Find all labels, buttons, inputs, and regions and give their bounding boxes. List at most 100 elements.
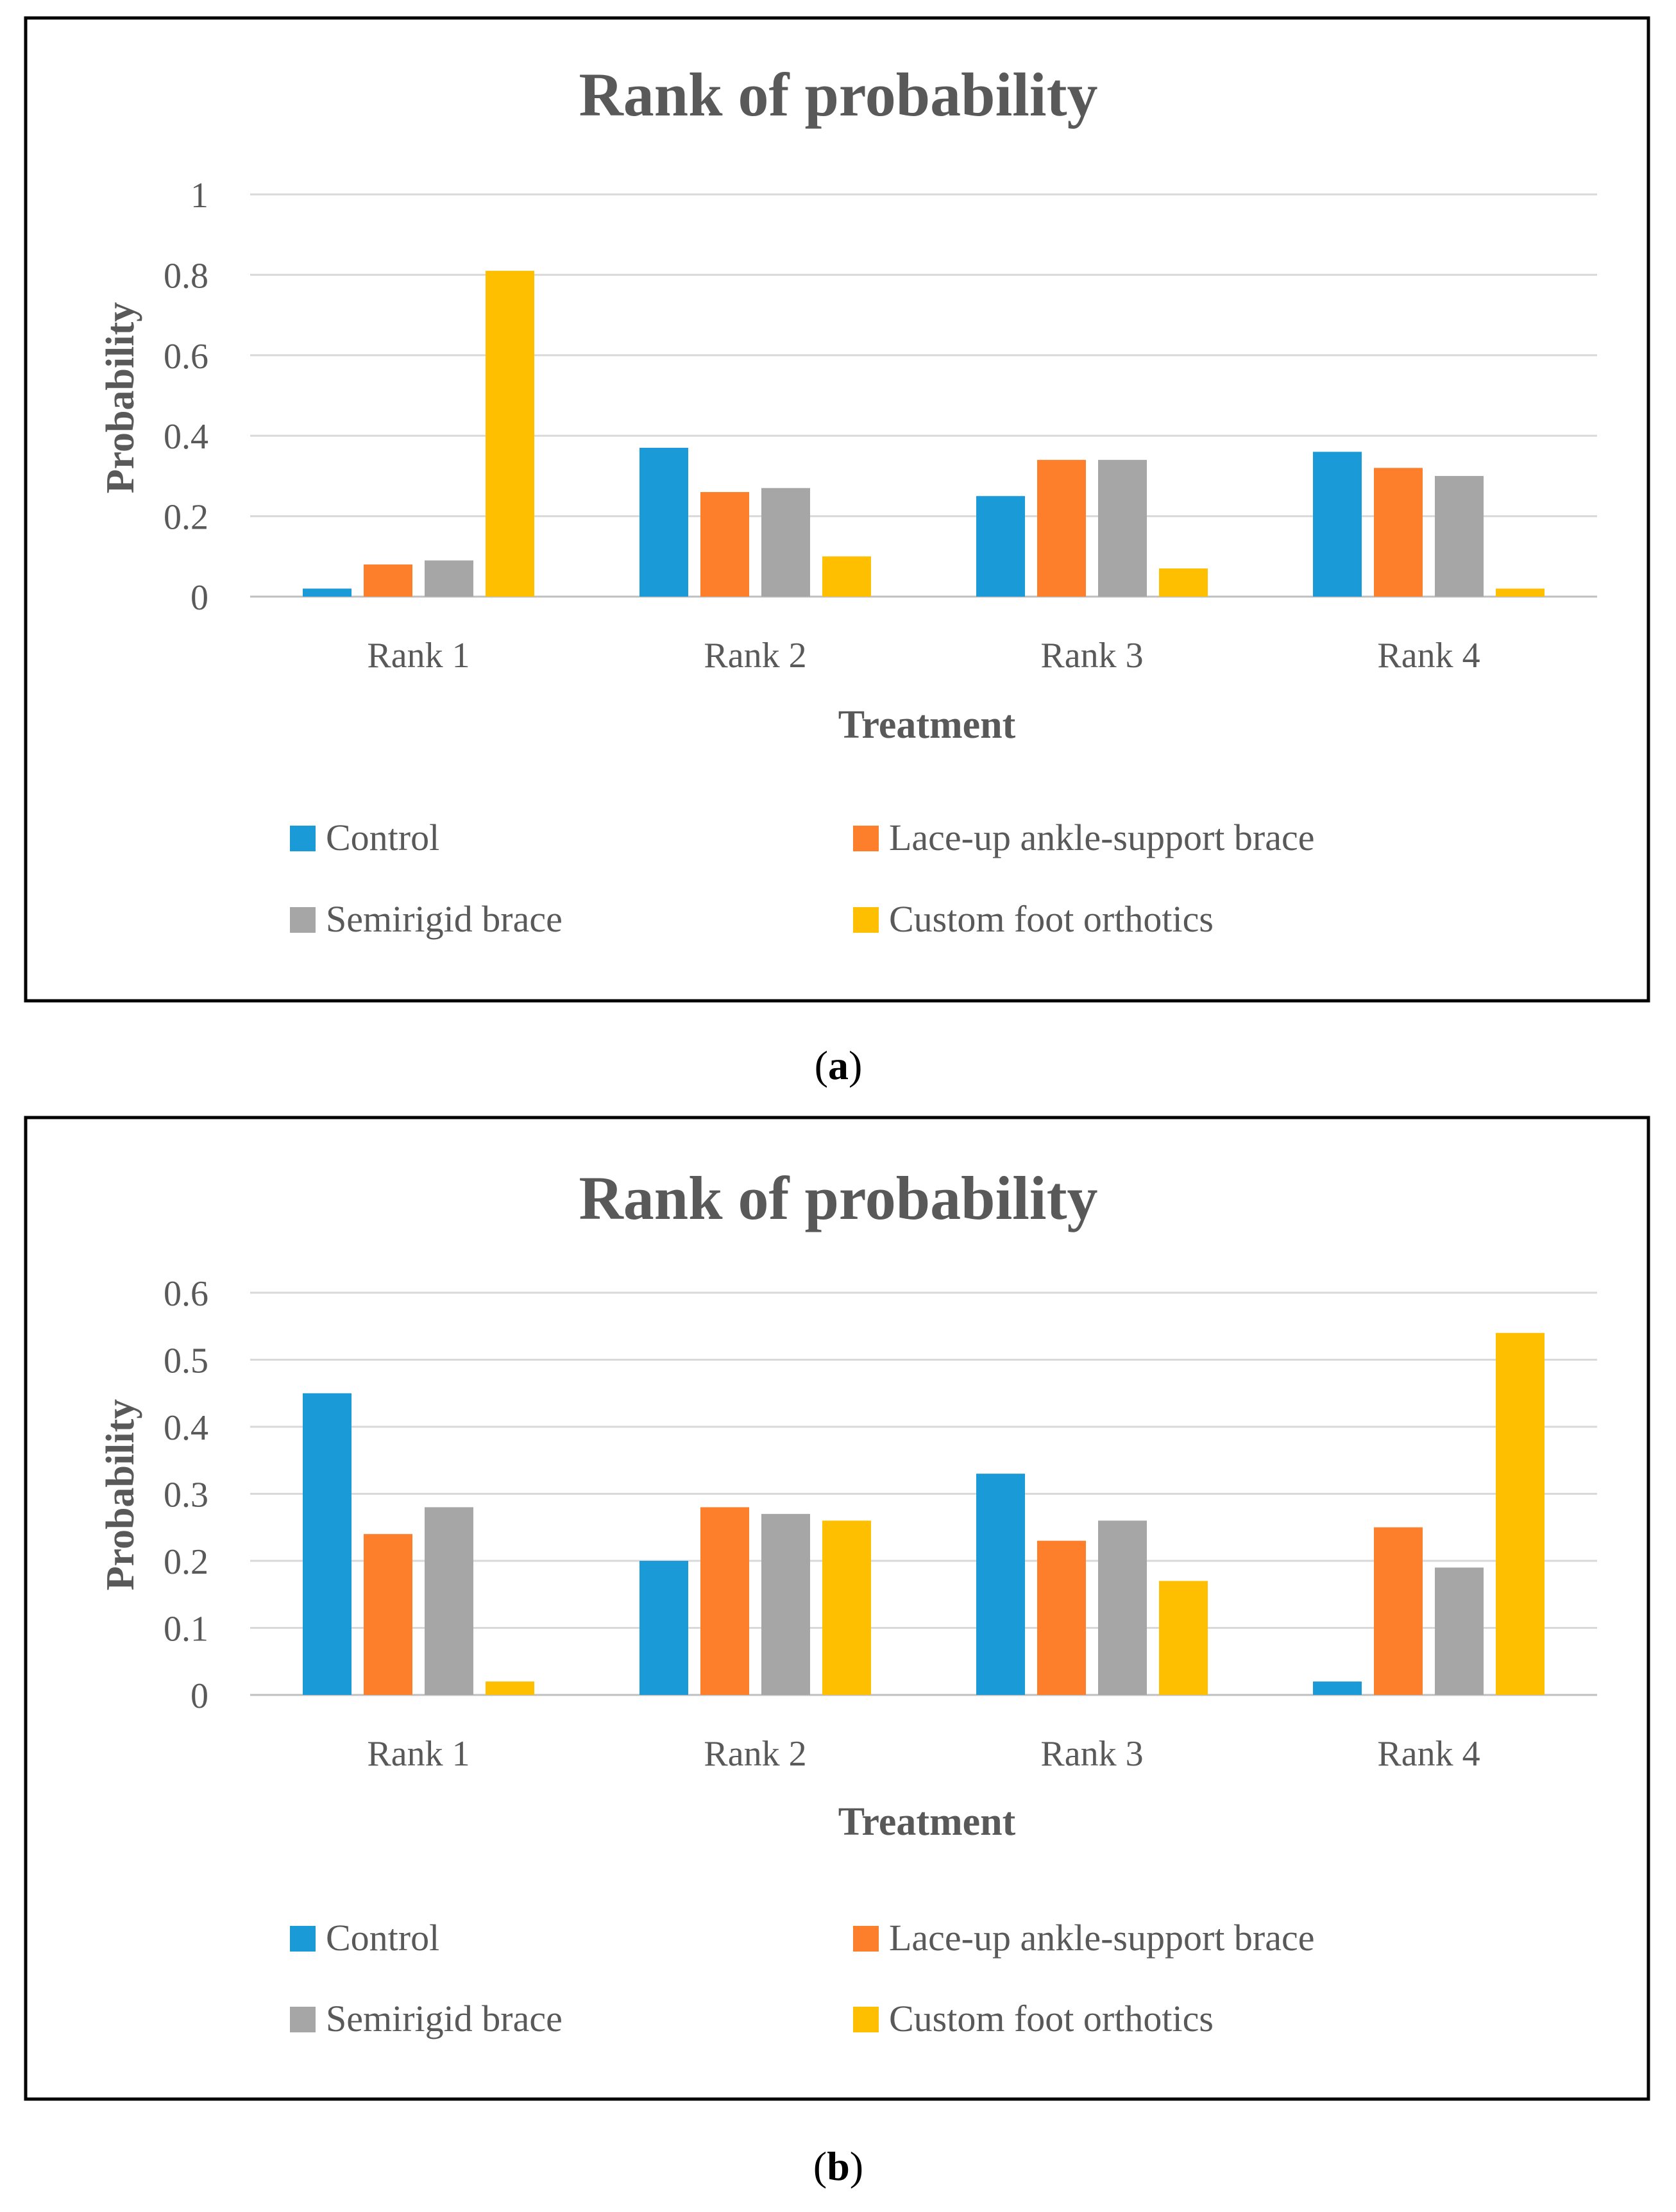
chart-a-bar-lace-up bbox=[700, 491, 749, 597]
chart-b-legend-swatch bbox=[853, 1926, 879, 1952]
chart-a-bar-custom bbox=[1496, 588, 1545, 597]
chart-a-legend: Control Lace-up ankle-support brace Semiri… bbox=[290, 817, 1314, 940]
chart-a-xticks: Rank 1 Rank 2 Rank 3 Rank 4 bbox=[367, 636, 1480, 676]
chart-a-bars bbox=[303, 271, 1545, 597]
chart-a-bar-semirigid bbox=[761, 488, 810, 597]
chart-a-bar-lace-up bbox=[1037, 459, 1086, 597]
chart-a-xtick-label: Rank 4 bbox=[1377, 636, 1480, 676]
chart-a-bar-lace-up bbox=[1374, 468, 1423, 597]
chart-a-ytick-label: 0 bbox=[190, 578, 208, 618]
chart-a-bar-control bbox=[639, 448, 688, 597]
chart-b-bar-semirigid bbox=[1098, 1520, 1147, 1695]
chart-b-xtick-label: Rank 1 bbox=[367, 1734, 470, 1774]
chart-a-title: Rank of probability bbox=[579, 60, 1097, 129]
chart-b-title: Rank of probability bbox=[579, 1164, 1097, 1232]
chart-b-bar-control bbox=[1313, 1681, 1362, 1695]
panel-a-label: a bbox=[828, 1042, 849, 1088]
chart-a-ytick-label: 0.8 bbox=[164, 256, 208, 296]
chart-b-legend-item: Lace-up ankle-support brace bbox=[853, 1917, 1314, 1959]
chart-a-xtick-label: Rank 1 bbox=[367, 636, 470, 676]
chart-b-ytick-label: 0 bbox=[190, 1676, 208, 1716]
chart-b-xtick-label: Rank 2 bbox=[704, 1734, 806, 1774]
chart-a-svg: Rank of probability 0 0.2 0.4 0.6 0.8 1 Rank … bbox=[24, 16, 1650, 1088]
chart-a-bar-semirigid bbox=[1435, 475, 1484, 597]
chart-a-legend-label: Semirigid brace bbox=[326, 898, 563, 940]
chart-b-bar-control bbox=[976, 1474, 1025, 1695]
chart-a-bar-semirigid bbox=[1098, 459, 1147, 597]
chart-b-legend-label: Control bbox=[326, 1917, 439, 1959]
chart-a-bar-semirigid bbox=[425, 560, 473, 597]
chart-a-yticks: 0 0.2 0.4 0.6 0.8 1 bbox=[164, 176, 208, 618]
chart-b-frame bbox=[24, 1116, 1650, 2101]
chart-b-bar-lace-up bbox=[700, 1507, 749, 1695]
chart-a-bar-custom bbox=[822, 556, 871, 597]
chart-b-xtick-label: Rank 3 bbox=[1040, 1734, 1143, 1774]
chart-b-bar-lace-up bbox=[1037, 1540, 1086, 1695]
chart-b-yticks: 0 0.1 0.2 0.3 0.4 0.5 0.6 bbox=[164, 1274, 208, 1716]
chart-a-ytick-label: 0.6 bbox=[164, 337, 208, 377]
chart-a-gridlines bbox=[250, 193, 1597, 598]
chart-a-legend-item: Custom foot orthotics bbox=[853, 898, 1214, 940]
chart-b-bar-lace-up bbox=[364, 1534, 412, 1695]
chart-b-legend-item: Semirigid brace bbox=[290, 1998, 563, 2039]
chart-panel-b: Rank of probability 0 0.1 0.2 0.3 0.4 0.5 0.6 … bbox=[0, 1110, 1676, 2212]
chart-b-svg: Rank of probability 00.10.20.30.40.50.6 … bbox=[24, 1116, 1650, 2189]
chart-b-ytick-label: 0.3 bbox=[164, 1476, 208, 1515]
chart-b-xlabel: Treatment bbox=[838, 1800, 1016, 1844]
chart-b-bar-semirigid bbox=[761, 1513, 810, 1695]
chart-a-ytick-label: 1 bbox=[190, 176, 208, 216]
chart-a-bar-control bbox=[976, 496, 1025, 597]
chart-a-xtick-label: Rank 3 bbox=[1040, 636, 1143, 676]
chart-a-bar-control bbox=[303, 588, 351, 597]
chart-b-legend: Control Lace-up ankle-support brace Semiri… bbox=[290, 1917, 1314, 2039]
chart-b-ytick-label: 0.5 bbox=[164, 1341, 208, 1381]
chart-b-legend-swatch bbox=[853, 2007, 879, 2032]
chart-a-bar-control bbox=[1313, 452, 1362, 597]
chart-a-legend-swatch bbox=[290, 907, 316, 933]
chart-a-bar-lace-up bbox=[364, 564, 412, 597]
chart-a-legend-label: Custom foot orthotics bbox=[889, 898, 1214, 940]
chart-b-ytick-label: 0.2 bbox=[164, 1542, 208, 1582]
chart-b-xticks: Rank 1 Rank 2 Rank 3 Rank 4 bbox=[367, 1734, 1480, 1774]
chart-b-legend-label: Lace-up ankle-support brace bbox=[889, 1917, 1314, 1959]
chart-a-legend-item: Semirigid brace bbox=[290, 898, 563, 940]
chart-b-legend-swatch bbox=[290, 1926, 316, 1952]
chart-b-gridlines bbox=[250, 1291, 1597, 1696]
chart-a-frame bbox=[24, 16, 1650, 1003]
chart-b-bar-lace-up bbox=[1374, 1527, 1423, 1695]
chart-b-ylabel: Probability bbox=[99, 1399, 142, 1591]
chart-b-legend-label: Custom foot orthotics bbox=[889, 1998, 1214, 2039]
chart-b-bar-custom bbox=[1159, 1581, 1208, 1695]
chart-a-bar-custom bbox=[1159, 568, 1208, 597]
chart-panel-a: Rank of probability 0 0.2 0.4 0.6 0.8 1 Rank … bbox=[24, 16, 1650, 1088]
chart-b-bar-semirigid bbox=[425, 1507, 473, 1695]
chart-a-ylabel: Probability bbox=[99, 302, 142, 494]
chart-b-bar-control bbox=[303, 1393, 351, 1695]
chart-b-legend-item: Custom foot orthotics bbox=[853, 1998, 1214, 2039]
chart-a-legend-label: Lace-up ankle-support brace bbox=[889, 817, 1314, 858]
chart-b-bar-custom bbox=[1496, 1332, 1545, 1695]
chart-b-xtick-label: Rank 4 bbox=[1377, 1734, 1480, 1774]
chart-a-legend-label: Control bbox=[326, 817, 439, 858]
chart-b-legend-label: Semirigid brace bbox=[326, 1998, 563, 2039]
chart-b-ytick-label: 0.6 bbox=[164, 1274, 208, 1314]
chart-a-legend-item: Control bbox=[290, 817, 439, 858]
chart-a-legend-swatch bbox=[853, 826, 879, 851]
chart-b-legend-swatch bbox=[290, 2007, 316, 2032]
chart-b-legend-item: Control bbox=[290, 1917, 439, 1959]
chart-b-bar-semirigid bbox=[1435, 1567, 1484, 1695]
chart-a-legend-item: Lace-up ankle-support brace bbox=[853, 817, 1314, 858]
chart-b-ytick-label: 0.4 bbox=[164, 1408, 208, 1448]
chart-a-bar-custom bbox=[486, 271, 534, 597]
chart-b-bar-custom bbox=[486, 1681, 534, 1695]
chart-a-ytick-label: 0.2 bbox=[164, 498, 208, 538]
chart-b-bars bbox=[303, 1332, 1545, 1695]
chart-a-ytick-label: 0.4 bbox=[164, 417, 208, 457]
chart-a-legend-swatch bbox=[290, 826, 316, 851]
panel-b-label: b bbox=[827, 2143, 850, 2189]
chart-a-legend-swatch bbox=[853, 907, 879, 933]
chart-b-bar-custom bbox=[822, 1520, 871, 1695]
panel-a-caption: (a) bbox=[815, 1042, 863, 1088]
chart-b-bar-control bbox=[639, 1561, 688, 1695]
chart-a-xtick-label: Rank 2 bbox=[704, 636, 806, 676]
